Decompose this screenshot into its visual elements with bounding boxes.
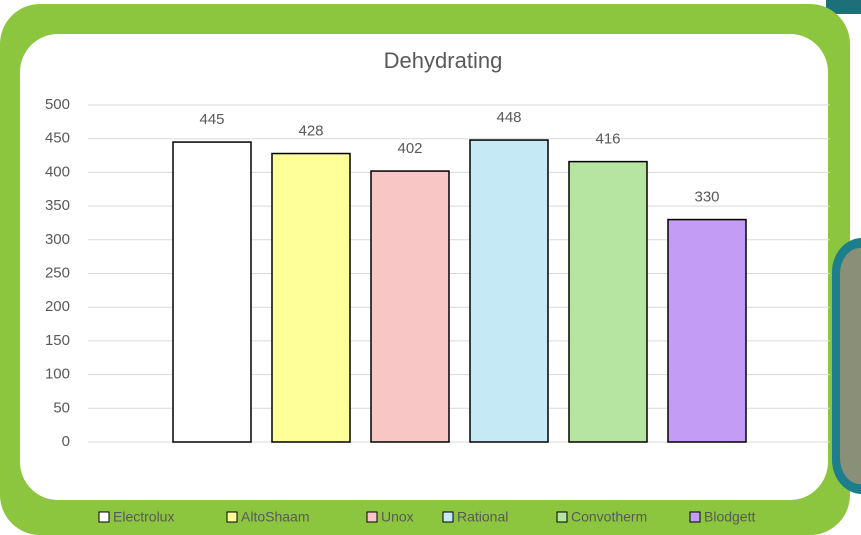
y-tick-label: 500	[45, 96, 70, 113]
value-label: 428	[298, 122, 323, 139]
value-label: 416	[595, 131, 620, 148]
y-tick-label: 100	[45, 366, 70, 383]
legend-label: Convotherm	[571, 509, 647, 525]
y-tick-label: 450	[45, 130, 70, 147]
y-tick-label: 0	[62, 433, 70, 450]
legend-swatch	[98, 511, 110, 523]
y-tick-label: 200	[45, 298, 70, 315]
value-label: 330	[694, 189, 719, 206]
legend-swatch	[226, 511, 238, 523]
legend-label: Electrolux	[113, 509, 174, 525]
legend-swatch	[689, 511, 701, 523]
legend-swatch	[556, 511, 568, 523]
bar	[667, 218, 747, 443]
legend-label: Blodgett	[704, 509, 755, 525]
legend-label: Unox	[381, 509, 414, 525]
value-label: 445	[199, 111, 224, 128]
value-label: 402	[397, 140, 422, 157]
legend-label: AltoShaam	[241, 509, 309, 525]
y-tick-label: 300	[45, 231, 70, 248]
bar	[271, 152, 351, 443]
legend-label: Rational	[457, 509, 508, 525]
bar	[469, 139, 549, 443]
y-tick-label: 50	[53, 399, 70, 416]
bar	[172, 141, 252, 443]
value-label: 448	[496, 109, 521, 126]
teal-edge	[826, 0, 861, 14]
legend-swatch	[442, 511, 454, 523]
photo	[840, 248, 861, 484]
legend-swatch	[366, 511, 378, 523]
bar	[568, 160, 648, 443]
chart-title: Dehydrating	[384, 48, 503, 73]
y-tick-label: 250	[45, 264, 70, 281]
y-tick-label: 150	[45, 332, 70, 349]
bar	[370, 170, 450, 443]
y-tick-label: 400	[45, 163, 70, 180]
y-tick-label: 350	[45, 197, 70, 214]
